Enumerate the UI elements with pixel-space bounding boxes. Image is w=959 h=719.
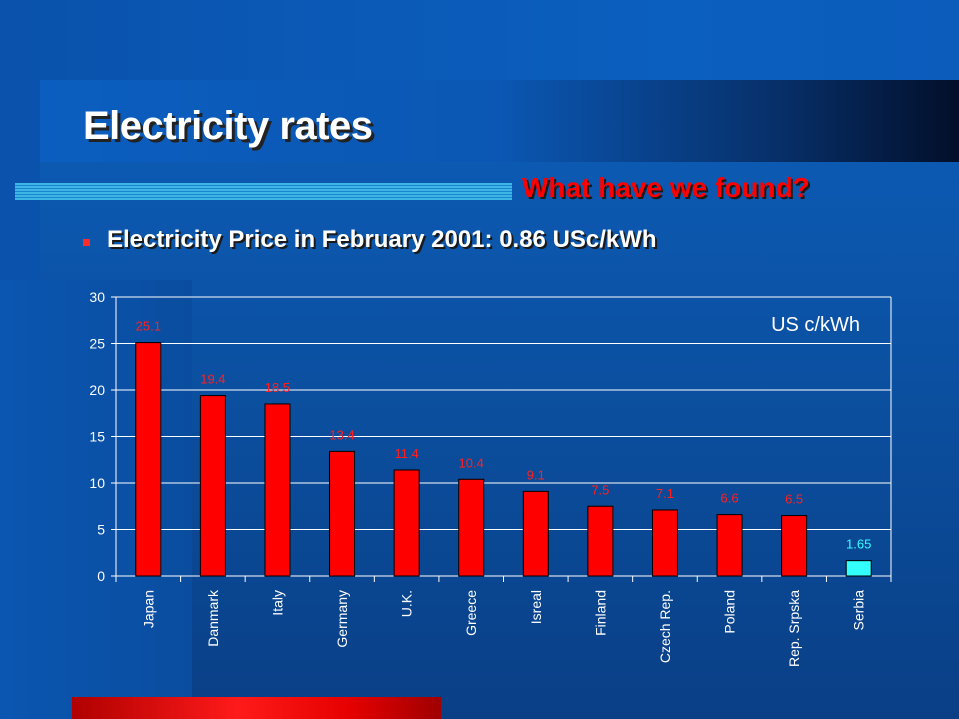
bar: [264, 403, 291, 577]
y-tick-label: 0: [97, 568, 105, 584]
bar: [199, 395, 226, 577]
value-label: 9.1: [527, 467, 545, 482]
category-label: U.K.: [399, 590, 415, 617]
category-label: Isreal: [528, 590, 544, 624]
bar: [845, 560, 872, 577]
slide-subtitle: What have we found?: [522, 172, 810, 203]
value-label: 13.4: [329, 427, 354, 442]
category-label: Serbia: [851, 590, 867, 631]
bar: [329, 450, 356, 577]
category-label: Czech Rep.: [657, 590, 673, 663]
decorative-red-bar: [72, 697, 441, 719]
bullet-text: Electricity Price in February 2001: 0.86…: [107, 226, 657, 253]
category-label: Germany: [334, 590, 350, 648]
y-tick-label: 15: [89, 429, 105, 445]
category-label: Japan: [140, 590, 156, 628]
bar: [522, 490, 549, 577]
bar: [135, 342, 162, 577]
value-label: 1.65: [846, 537, 871, 552]
y-tick-label: 10: [89, 475, 105, 491]
bar: [458, 478, 485, 577]
bar: [651, 509, 678, 577]
category-label: Finland: [592, 590, 608, 636]
bar: [716, 514, 743, 577]
bar: [393, 469, 420, 577]
bar: [781, 515, 808, 577]
category-label: Danmark: [205, 589, 221, 647]
bar: [587, 505, 614, 577]
category-label: Rep. Srpska: [786, 590, 802, 667]
category-label: Poland: [722, 590, 738, 634]
decorative-stripe: [15, 183, 512, 200]
value-label: 6.6: [721, 491, 739, 506]
bullet-icon: [83, 239, 90, 246]
unit-label: US c/kWh: [771, 314, 860, 336]
category-label: Italy: [269, 590, 285, 616]
category-label: Greece: [463, 590, 479, 636]
value-label: 25.1: [136, 319, 161, 334]
y-tick-label: 25: [89, 336, 105, 352]
value-label: 10.4: [459, 455, 484, 470]
value-label: 7.1: [656, 486, 674, 501]
value-label: 11.4: [394, 446, 418, 461]
value-label: 19.4: [200, 372, 225, 387]
y-tick-label: 30: [89, 289, 105, 305]
y-tick-label: 5: [97, 522, 105, 538]
value-label: 18.5: [265, 380, 290, 395]
y-tick-label: 20: [89, 382, 105, 398]
value-label: 6.5: [785, 492, 803, 507]
slide-title: Electricity rates: [83, 104, 373, 148]
title-band: [40, 80, 959, 162]
value-label: 7.5: [591, 482, 609, 497]
